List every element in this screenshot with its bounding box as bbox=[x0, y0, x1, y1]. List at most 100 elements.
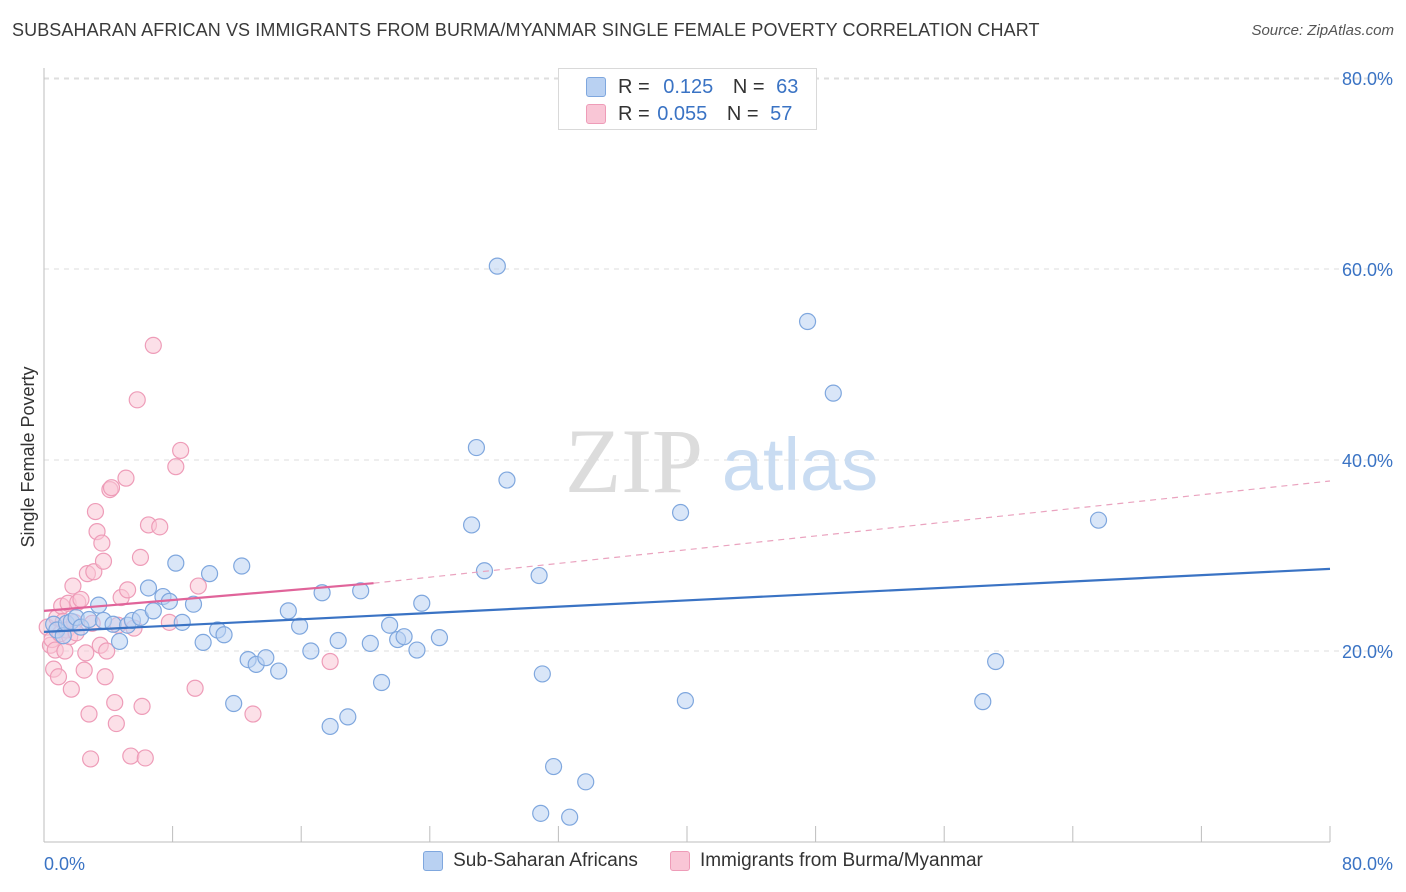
point-burma bbox=[102, 479, 121, 497]
source-label: Source: ZipAtlas.com bbox=[1251, 22, 1394, 39]
legend-swatch-blue bbox=[423, 851, 444, 871]
point-subsaharan bbox=[413, 594, 431, 612]
legend-r-label: R = bbox=[618, 102, 650, 125]
legend-n-label: N = bbox=[732, 75, 765, 98]
point-subsaharan bbox=[530, 566, 548, 585]
point-burma bbox=[49, 668, 68, 686]
point-subsaharan bbox=[339, 708, 357, 726]
point-burma bbox=[136, 749, 154, 767]
watermark-zip: ZIP bbox=[565, 410, 703, 512]
point-subsaharan bbox=[361, 634, 379, 652]
legend-n-value: 63 bbox=[776, 75, 799, 98]
point-subsaharan bbox=[395, 628, 413, 646]
point-burma bbox=[86, 502, 105, 521]
point-burma bbox=[85, 563, 103, 581]
y-axis-label: Single Female Poverty bbox=[18, 366, 38, 547]
point-burma bbox=[82, 750, 100, 768]
point-subsaharan bbox=[381, 616, 399, 634]
point-subsaharan bbox=[167, 554, 185, 572]
series-legend: Sub-Saharan Africans Immigrants from Bur… bbox=[0, 850, 1406, 872]
point-burma bbox=[107, 714, 125, 733]
point-burma bbox=[117, 469, 135, 487]
point-subsaharan bbox=[321, 717, 339, 736]
point-burma bbox=[321, 652, 339, 671]
legend-r-label: R = bbox=[618, 75, 650, 98]
point-subsaharan bbox=[184, 595, 203, 613]
point-subsaharan bbox=[110, 632, 129, 651]
legend-item-burma: Immigrants from Burma/Myanmar bbox=[669, 850, 983, 872]
point-subsaharan bbox=[233, 557, 251, 575]
series-subsaharan-points bbox=[45, 257, 1108, 826]
point-subsaharan bbox=[671, 503, 690, 522]
point-subsaharan bbox=[987, 652, 1005, 671]
point-burma bbox=[144, 336, 162, 354]
point-subsaharan bbox=[80, 610, 98, 629]
point-burma bbox=[151, 518, 169, 536]
tick-labels: 20.0% 40.0% 60.0% 80.0% 0.0% 80.0% bbox=[44, 69, 1393, 874]
point-subsaharan bbox=[144, 602, 162, 620]
point-subsaharan bbox=[257, 649, 275, 667]
point-burma bbox=[118, 581, 137, 599]
point-burma bbox=[133, 697, 151, 715]
legend-r-value: 0.055 bbox=[657, 102, 708, 125]
point-burma bbox=[80, 705, 98, 723]
point-subsaharan bbox=[302, 642, 320, 660]
legend-swatch-pink bbox=[586, 104, 606, 124]
point-burma bbox=[56, 642, 74, 660]
point-subsaharan bbox=[532, 804, 550, 822]
point-burma bbox=[62, 680, 80, 698]
y-tick-label: 40.0% bbox=[1342, 451, 1393, 471]
legend-n-value: 57 bbox=[770, 102, 793, 125]
point-subsaharan bbox=[430, 629, 449, 647]
point-subsaharan bbox=[974, 693, 992, 711]
point-burma bbox=[106, 693, 124, 712]
legend-n-label: N = bbox=[726, 102, 759, 125]
point-subsaharan bbox=[270, 662, 288, 680]
point-subsaharan bbox=[561, 808, 579, 826]
watermark-atlas: atlas bbox=[722, 423, 878, 506]
point-burma bbox=[75, 661, 93, 679]
legend-swatch-pink bbox=[669, 851, 690, 871]
point-subsaharan bbox=[462, 516, 481, 534]
point-subsaharan bbox=[290, 617, 309, 635]
point-subsaharan bbox=[329, 631, 347, 650]
point-burma bbox=[98, 642, 116, 660]
legend-swatch-blue bbox=[586, 77, 606, 97]
trend-line-burma bbox=[43, 582, 374, 612]
point-burma bbox=[93, 534, 111, 552]
axes bbox=[43, 68, 1331, 843]
point-burma bbox=[172, 441, 190, 460]
point-burma bbox=[244, 705, 262, 723]
trend-lines bbox=[43, 480, 1331, 633]
point-subsaharan bbox=[225, 694, 243, 713]
y-tick-label: 60.0% bbox=[1342, 260, 1393, 280]
point-burma bbox=[122, 747, 140, 765]
point-subsaharan bbox=[824, 384, 842, 402]
point-subsaharan bbox=[200, 565, 219, 583]
x-tick-label: 80.0% bbox=[1342, 854, 1393, 874]
point-subsaharan bbox=[279, 602, 297, 620]
point-burma bbox=[72, 590, 90, 609]
point-subsaharan bbox=[1089, 511, 1108, 529]
legend-item-subsaharan: Sub-Saharan Africans bbox=[423, 850, 638, 872]
point-subsaharan bbox=[408, 641, 426, 659]
point-subsaharan bbox=[173, 613, 191, 631]
point-subsaharan bbox=[798, 312, 817, 331]
x-tick-label: 0.0% bbox=[44, 854, 85, 874]
point-subsaharan bbox=[139, 579, 158, 597]
point-subsaharan bbox=[577, 773, 595, 791]
point-burma bbox=[186, 679, 204, 697]
legend-label-burma: Immigrants from Burma/Myanmar bbox=[699, 850, 983, 871]
point-subsaharan bbox=[498, 471, 516, 489]
point-burma bbox=[167, 458, 185, 476]
point-subsaharan bbox=[467, 438, 486, 457]
point-burma bbox=[189, 577, 207, 595]
chart-title: SUBSAHARAN AFRICAN VS IMMIGRANTS FROM BU… bbox=[12, 20, 1040, 40]
legend-label-subsaharan: Sub-Saharan Africans bbox=[453, 850, 638, 871]
point-burma bbox=[64, 577, 82, 595]
point-burma bbox=[77, 644, 95, 662]
correlation-legend: R = 0.125 N = 63 R = 0.055 N = 57 bbox=[558, 68, 817, 130]
series-burma-points bbox=[38, 336, 339, 768]
y-tick-label: 20.0% bbox=[1342, 642, 1393, 662]
